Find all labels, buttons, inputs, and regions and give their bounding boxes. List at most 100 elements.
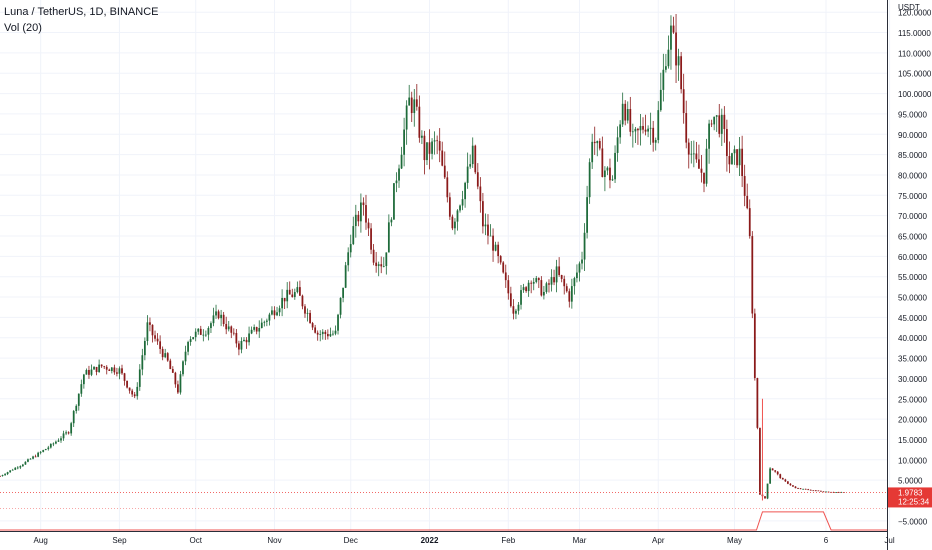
candle-body <box>199 328 202 335</box>
candle-body <box>769 468 771 484</box>
candle-body <box>400 154 403 169</box>
candle-body <box>182 361 184 375</box>
candle-body <box>598 141 601 149</box>
candle-body <box>370 228 372 250</box>
candle-body <box>812 490 815 492</box>
candle-body <box>62 433 65 439</box>
candle-body <box>103 366 106 368</box>
volume-indicator-label[interactable]: Vol (20) <box>4 22 42 34</box>
candle-body <box>637 128 639 131</box>
candle-body <box>128 387 131 391</box>
candle-body <box>710 123 713 125</box>
candle-body <box>626 108 629 121</box>
candle-body <box>570 286 573 302</box>
candle-body <box>515 310 517 314</box>
last-price-badge[interactable] <box>888 487 932 508</box>
candle-body <box>232 332 235 334</box>
candle-body <box>601 148 604 178</box>
candle-body <box>753 313 756 379</box>
candle-body <box>299 287 301 296</box>
candle-body <box>670 25 672 50</box>
candle-body <box>540 280 543 296</box>
x-tick-label: Feb <box>501 536 515 545</box>
last-price-value: 1.9783 <box>898 488 923 497</box>
candle-body <box>212 315 215 324</box>
x-tick-label: Oct <box>189 536 202 545</box>
candle-body <box>743 176 746 196</box>
candle-body <box>248 333 250 343</box>
price-axis[interactable]: −5.0000 5.0000 10.0000 15.0000 20.0000 25.000… <box>887 0 932 550</box>
candle-body <box>220 314 223 319</box>
candle-body <box>380 264 383 267</box>
candle-body <box>332 333 334 335</box>
y-tick-label: 105.0000 <box>898 70 932 79</box>
candle-body <box>301 295 304 307</box>
x-tick-label: Sep <box>112 536 127 545</box>
candle-body <box>347 252 350 266</box>
candle-body <box>507 280 510 294</box>
candle-body <box>512 306 515 314</box>
candle-body <box>403 129 405 155</box>
candle-body <box>426 142 428 161</box>
candle-body <box>21 464 24 467</box>
candle-body <box>756 378 759 428</box>
candle-body <box>667 49 670 67</box>
candle-body <box>840 492 843 493</box>
candle-body <box>771 468 774 471</box>
candle-body <box>642 126 644 130</box>
candle-body <box>238 343 240 350</box>
candle-body <box>192 337 195 340</box>
candle-body <box>792 485 794 487</box>
candle-body <box>9 470 12 473</box>
candle-body <box>387 222 390 253</box>
candle-body <box>820 490 822 492</box>
symbol-title[interactable]: Luna / TetherUS, 1D, BINANCE <box>4 6 159 18</box>
candle-body <box>690 153 693 155</box>
candle-body <box>133 394 136 397</box>
candle-body <box>647 128 649 132</box>
candle-body <box>60 438 62 441</box>
candle-body <box>47 447 50 450</box>
candle-body <box>489 235 492 237</box>
candle-body <box>492 235 494 251</box>
candle-body <box>583 232 586 260</box>
x-tick-label: May <box>727 536 742 545</box>
candle-body <box>235 332 238 344</box>
candle-body <box>759 427 761 495</box>
candle-body <box>271 310 273 315</box>
candle-body <box>614 152 616 180</box>
candle-body <box>441 150 444 166</box>
candle-body <box>98 364 101 373</box>
candle-body <box>281 297 284 309</box>
candle-body <box>581 259 583 264</box>
candle-body <box>685 113 688 143</box>
time-axis[interactable]: Aug Sep Oct Nov Dec 2022 Feb Mar Apr May 6 Jul <box>0 531 895 546</box>
candle-body <box>138 369 141 387</box>
candle-body <box>474 145 477 173</box>
candle-body <box>177 384 179 393</box>
candle-body <box>65 432 67 434</box>
volume-outline <box>0 511 887 531</box>
candle-body <box>385 252 388 267</box>
candle-body <box>169 360 172 370</box>
candle-body <box>692 153 695 155</box>
candle-body <box>672 25 675 33</box>
candle-body <box>393 183 395 220</box>
y-tick-label: 65.0000 <box>898 233 927 242</box>
y-tick-label: 75.0000 <box>898 192 927 201</box>
candle-body <box>476 172 479 187</box>
candle-body <box>550 277 553 285</box>
candle-body <box>725 129 728 157</box>
candle-body <box>484 224 487 227</box>
candle-body <box>19 466 22 468</box>
candle-body <box>448 197 451 217</box>
candle-body <box>37 452 40 457</box>
candle-body <box>29 458 32 460</box>
candle-body <box>553 277 555 283</box>
candle-body <box>304 306 306 314</box>
candle-body <box>288 289 291 295</box>
candle-body <box>57 440 60 442</box>
candle-body <box>151 324 154 336</box>
volume-pane <box>0 508 887 531</box>
